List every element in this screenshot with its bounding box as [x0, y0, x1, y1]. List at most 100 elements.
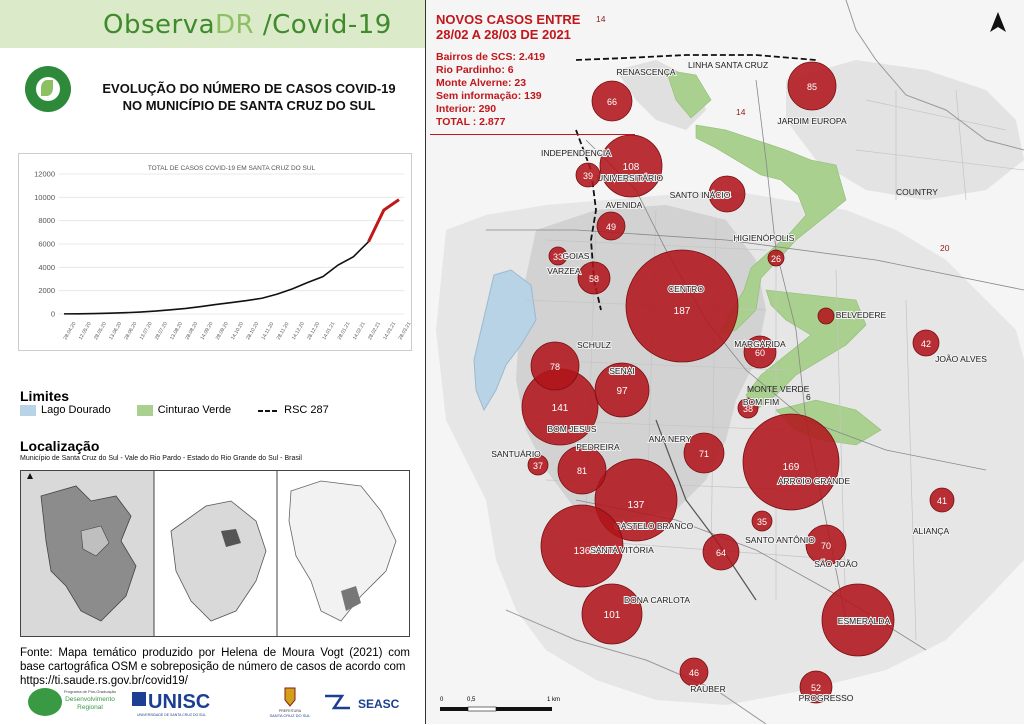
page-title: EVOLUÇÃO DO NÚMERO DE CASOS COVID-19 NO … [102, 81, 396, 113]
case-count: 78 [550, 362, 560, 372]
case-count: 116 [850, 616, 866, 627]
case-count: 46 [689, 668, 699, 678]
x-tick-label: 13.06.20 [108, 321, 123, 341]
neighborhood-label: SANTUÁRIO [491, 449, 541, 459]
logo1-text-a: Programa de Pós-Graduação [64, 689, 117, 694]
logo2-text: UNISC [148, 691, 210, 713]
case-circle [821, 583, 895, 657]
x-tick-label: 14.01.21 [321, 321, 336, 341]
case-circle [912, 329, 940, 357]
city-map: 187 CENTRO 169 ARROIO GRANDE 141 BOM JESUS 137… [426, 0, 1024, 724]
case-count: 60 [755, 348, 765, 358]
x-tick-label: 28.06.20 [123, 321, 138, 341]
case-circle [929, 487, 955, 513]
case-circle [548, 246, 568, 266]
map-summary: NOVOS CASOS ENTRE 28/02 A 28/03 DE 2021 … [436, 12, 580, 129]
case-count: 64 [722, 190, 732, 200]
case-circle [751, 510, 773, 532]
case-circle [575, 162, 601, 188]
x-tick-label: 28.01.21 [337, 321, 352, 341]
y-tick-label: 2000 [38, 286, 55, 295]
footer-logos-svg: Programa de Pós-Graduação Desenvolviment… [28, 687, 400, 718]
neighborhood-label: AVENIDA [606, 200, 643, 210]
case-count: 26 [771, 254, 781, 264]
stat-bairros: Bairros de SCS: 2.419 [436, 51, 546, 63]
green-belt-swatch-icon [136, 404, 153, 416]
case-circle [767, 249, 785, 267]
neighborhood-label: DONA CARLOTA [624, 595, 690, 605]
location-maps [20, 470, 410, 637]
case-count: 101 [604, 610, 621, 621]
map-base-svg: 187 CENTRO 169 ARROIO GRANDE 141 BOM JESUS 137… [426, 0, 1024, 724]
brand-header: ObservaDR /Covid-19 [0, 0, 425, 48]
location-maps-svg [21, 471, 409, 636]
neighborhood-label: BOM JESUS [547, 424, 596, 434]
case-circle [787, 61, 837, 111]
info-panel: ObservaDR /Covid-19 EVOLUÇÃO DO NÚMERO D… [0, 0, 426, 724]
case-count: 137 [628, 500, 645, 511]
y-tick-label: 4000 [38, 263, 55, 272]
neighborhood-label: SANTA VITÓRIA [590, 545, 654, 555]
case-circle [591, 80, 633, 122]
recent-period-line [367, 198, 400, 243]
logo1-text-b: Desenvolvimento [65, 696, 115, 703]
stat-monte-alverne: Monte Alverne: 23 [436, 77, 527, 89]
logo1-text-c: Regional [77, 704, 103, 711]
x-tick-label: 28.11.20 [276, 321, 291, 341]
neighborhood-label: ARROIO GRANDE [778, 476, 851, 486]
x-tick-label: 28.08.20 [184, 321, 199, 341]
logo4-text: SEASC [358, 697, 400, 711]
logo2-sub: UNIVERSIDADE DE SANTA CRUZ DO SUL [137, 713, 206, 717]
ppgdr-logo-icon [28, 688, 62, 716]
neighborhood-label: INDEPENDENCIA [541, 148, 611, 158]
x-tick-label: 14.10.20 [230, 321, 245, 341]
label-6: 6 [806, 392, 811, 402]
brand-title: ObservaDR /Covid-19 [103, 10, 392, 40]
y-tick-label: 0 [51, 310, 55, 319]
case-circle [527, 454, 549, 476]
map-title-rule [430, 134, 635, 135]
scale-05: 0,5 [467, 697, 476, 703]
case-count: 42 [921, 339, 931, 349]
case-count: 85 [807, 82, 817, 92]
y-tick-label: 10000 [34, 193, 55, 202]
neighborhood-label: PROGRESSO [799, 693, 854, 703]
case-count: 39 [583, 171, 593, 181]
neighborhood-label: SENAI [609, 366, 635, 376]
neighborhood-label: BOM FIM [743, 397, 779, 407]
case-count: 52 [811, 683, 821, 693]
seasc-logo-icon [325, 694, 350, 710]
neighborhood-label: ANA NERY [649, 434, 692, 444]
stat-sem-informacao: Sem informação: 139 [436, 90, 542, 102]
neighborhood-label: RAUBER [690, 684, 725, 694]
case-circle [540, 504, 624, 588]
case-circle [743, 335, 777, 369]
case-count: 38 [743, 404, 753, 414]
x-tick-label: 28.04.20 [63, 321, 78, 341]
stat-rio-pardinho: Rio Pardinho: 6 [436, 64, 514, 76]
x-tick-label: 12.05.20 [78, 321, 93, 341]
x-tick-label: 13.08.20 [169, 321, 184, 341]
unisc-logo-icon [132, 692, 146, 706]
case-circle [737, 397, 759, 419]
case-count: 64 [716, 548, 726, 558]
legend-green-label: Cinturao Verde [157, 404, 232, 416]
case-circle [577, 261, 611, 295]
neighborhood-label: JARDIM EUROPA [777, 116, 847, 126]
case-circle [702, 533, 740, 571]
case-circle [679, 657, 709, 687]
case-circle [805, 524, 847, 566]
lake-swatch-icon [20, 404, 36, 416]
case-count: 70 [821, 541, 831, 551]
legend-title: Limites [20, 388, 70, 404]
case-circle [817, 307, 835, 325]
legend-row: Lago Dourado Cinturao Verde RSC 287 [20, 404, 329, 416]
x-tick-label: 28.02.21 [367, 321, 382, 341]
x-tick-label: 28.05.20 [93, 321, 108, 341]
case-circle [683, 432, 725, 474]
chart-svg: TOTAL DE CASOS COVID-19 EM SANTA CRUZ DO… [34, 165, 412, 341]
x-tick-label: 13.07.20 [139, 321, 154, 341]
neighborhood-label: ALIANÇA [913, 526, 950, 536]
neighborhood-label: HIGIENÓPOLIS [734, 233, 795, 243]
label-country: COUNTRY [896, 187, 938, 197]
